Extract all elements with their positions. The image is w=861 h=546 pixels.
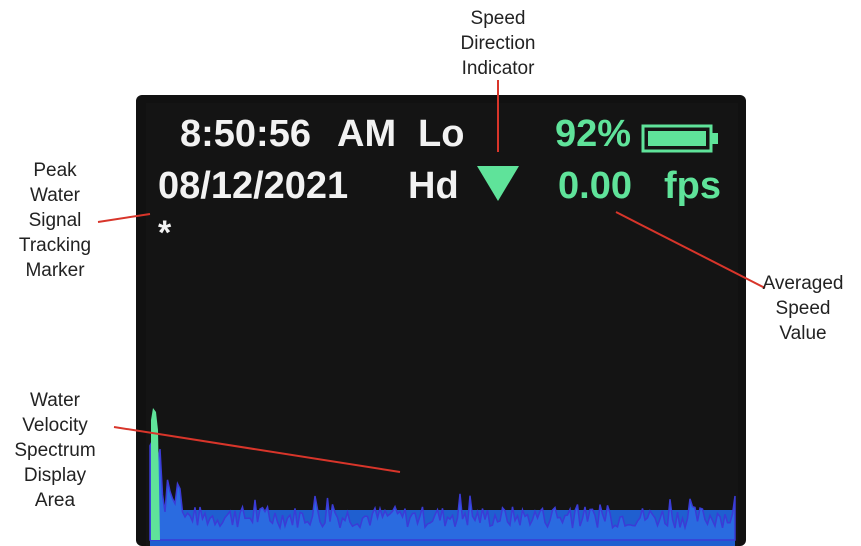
annotation-text: Spectrum xyxy=(14,440,95,461)
annotation-text: Area xyxy=(35,490,76,511)
annotation-text: Averaged xyxy=(763,273,844,294)
mode: Lo xyxy=(418,113,464,155)
annotation-text: Water xyxy=(30,185,81,206)
annotation-text: Display xyxy=(24,465,87,486)
annotation-text: Tracking xyxy=(19,235,91,256)
speed-unit: fps xyxy=(664,165,721,207)
time: 8:50:56 xyxy=(180,113,311,155)
hold: Hd xyxy=(408,165,459,207)
annotation-text: Direction xyxy=(461,33,536,54)
annotation-text: Signal xyxy=(29,210,82,231)
battery-percent: 92% xyxy=(555,113,631,155)
meridiem: AM xyxy=(337,113,396,155)
annotation-text: Value xyxy=(779,323,826,344)
annotated-screen: 8:50:56 AM Lo 92% 08/12/2021 Hd 0.00 fps… xyxy=(0,0,861,546)
annotation-text: Peak xyxy=(33,160,77,181)
speed-value: 0.00 xyxy=(558,165,632,207)
annotation-text: Speed xyxy=(471,8,526,29)
annotation-text: Velocity xyxy=(22,415,88,436)
annotation-text: Indicator xyxy=(462,58,536,79)
annotation-text: Water xyxy=(30,390,81,411)
annotation-text: Speed xyxy=(776,298,831,319)
date: 08/12/2021 xyxy=(158,165,348,207)
peak-marker: * xyxy=(158,214,172,252)
annotation-text: Marker xyxy=(25,260,85,281)
